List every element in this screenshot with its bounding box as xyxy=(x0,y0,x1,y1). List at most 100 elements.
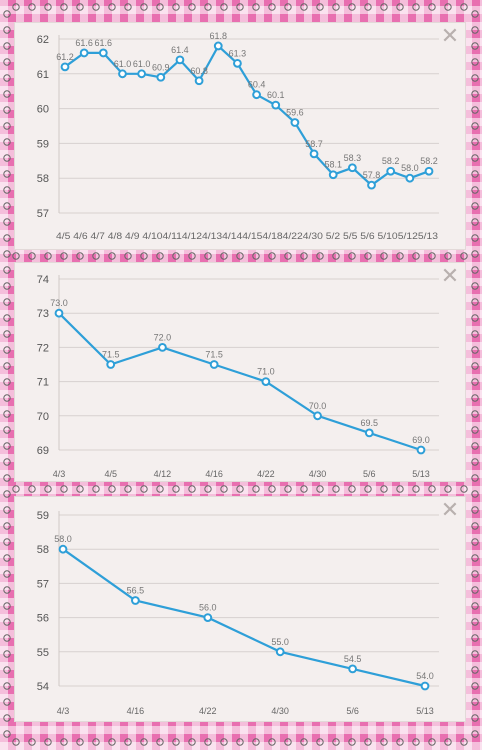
data-point[interactable] xyxy=(209,360,219,369)
ring-hole xyxy=(236,485,244,493)
ring-hole xyxy=(284,252,292,260)
data-point[interactable] xyxy=(416,445,426,455)
ring-hole xyxy=(380,485,388,493)
ring-hole xyxy=(3,314,11,322)
ring-hole xyxy=(156,485,164,493)
ring-hole xyxy=(471,10,479,18)
data-point[interactable] xyxy=(424,166,434,176)
data-point[interactable] xyxy=(348,664,358,674)
y-tick-label: 57 xyxy=(37,578,49,590)
ring-hole xyxy=(284,485,292,493)
ring-hole xyxy=(471,26,479,34)
ring-hole xyxy=(204,485,212,493)
ring-hole xyxy=(428,252,436,260)
series-line xyxy=(62,548,426,688)
data-point[interactable] xyxy=(313,411,322,421)
ring-hole xyxy=(156,738,164,746)
ring-hole xyxy=(3,298,11,306)
ring-hole xyxy=(236,3,244,11)
ring-hole xyxy=(268,3,276,11)
data-label: 58.0 xyxy=(401,163,419,173)
ring-hole xyxy=(3,202,11,210)
series-line xyxy=(58,312,422,452)
data-point[interactable] xyxy=(309,149,319,159)
data-label: 71.5 xyxy=(205,350,223,360)
data-point[interactable] xyxy=(261,377,271,386)
ring-hole xyxy=(236,252,244,260)
close-icon[interactable]: ✕ xyxy=(440,24,460,49)
ring-hole xyxy=(396,252,404,260)
ring-hole xyxy=(108,738,116,746)
data-label: 54.5 xyxy=(344,654,362,664)
close-icon[interactable]: ✕ xyxy=(440,264,460,289)
ring-hole xyxy=(444,3,452,11)
close-icon[interactable]: ✕ xyxy=(440,498,460,523)
ring-hole xyxy=(3,730,11,738)
data-point[interactable] xyxy=(137,69,147,79)
data-point[interactable] xyxy=(420,681,430,691)
data-point[interactable] xyxy=(233,58,242,68)
y-tick-label: 69 xyxy=(37,445,49,457)
ring-hole xyxy=(380,3,388,11)
data-point[interactable] xyxy=(328,170,338,180)
data-point[interactable] xyxy=(405,173,415,183)
ring-hole xyxy=(3,410,11,418)
data-point[interactable] xyxy=(275,647,285,657)
data-point[interactable] xyxy=(106,360,116,369)
chart-panel-3: 59 58 57 56 55 54 4/3 4/16 4/22 4/30 5/6 5/13 58.0 56… xyxy=(14,496,466,722)
data-label: 61.0 xyxy=(133,59,151,69)
data-label: 69.0 xyxy=(412,435,430,445)
ring-hole xyxy=(204,738,212,746)
y-tick-label: 57 xyxy=(37,208,49,220)
ring-hole xyxy=(428,3,436,11)
ring-hole xyxy=(76,3,84,11)
ring-hole xyxy=(92,485,100,493)
data-point[interactable] xyxy=(98,48,108,58)
data-point[interactable] xyxy=(290,118,300,127)
data-point[interactable] xyxy=(213,41,223,51)
y-tick-label: 55 xyxy=(37,647,49,659)
ring-hole xyxy=(108,485,116,493)
data-label: 56.0 xyxy=(199,603,217,613)
data-point[interactable] xyxy=(158,343,167,352)
data-point[interactable] xyxy=(347,163,357,173)
ring-hole xyxy=(28,3,36,11)
data-point[interactable] xyxy=(58,544,68,554)
ring-hole xyxy=(471,522,479,530)
data-point[interactable] xyxy=(271,100,281,110)
data-point[interactable] xyxy=(364,428,374,438)
ring-hole xyxy=(3,618,11,626)
data-label: 61.2 xyxy=(56,52,74,62)
y-tick-label: 61 xyxy=(37,69,49,81)
data-point[interactable] xyxy=(175,55,185,65)
data-point[interactable] xyxy=(386,166,396,176)
data-label: 56.5 xyxy=(127,586,145,596)
data-point[interactable] xyxy=(203,613,213,622)
x-tick-label: 4/22 xyxy=(199,706,217,716)
data-point[interactable] xyxy=(131,596,140,605)
data-point[interactable] xyxy=(252,90,261,100)
data-point[interactable] xyxy=(156,72,166,82)
ring-hole xyxy=(44,3,52,11)
ring-hole xyxy=(140,485,148,493)
ring-hole xyxy=(471,698,479,706)
ring-hole xyxy=(471,218,479,226)
data-point[interactable] xyxy=(367,180,376,190)
ring-hole xyxy=(284,3,292,11)
ring-hole xyxy=(3,138,11,146)
ring-hole xyxy=(396,485,404,493)
data-point[interactable] xyxy=(194,76,204,86)
ring-hole xyxy=(3,106,11,114)
ring-hole xyxy=(444,252,452,260)
ring-hole xyxy=(76,485,84,493)
x-tick-label: 4/16 xyxy=(205,469,223,479)
data-point[interactable] xyxy=(118,69,127,79)
ring-hole xyxy=(268,485,276,493)
data-point[interactable] xyxy=(79,48,89,58)
x-tick-label: 4/12 xyxy=(154,469,172,479)
data-point[interactable] xyxy=(54,308,64,318)
ring-hole xyxy=(396,3,404,11)
ring-hole xyxy=(348,252,356,260)
data-point[interactable] xyxy=(60,62,70,72)
chart-panel-2: 74 73 72 71 70 69 4/3 4/5 4/12 4/16 4/22 4/30 5/6 5/1… xyxy=(14,262,466,482)
